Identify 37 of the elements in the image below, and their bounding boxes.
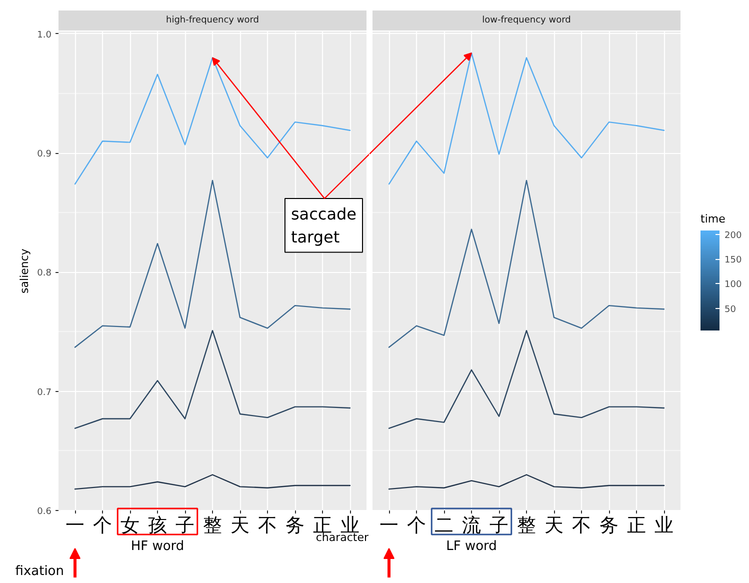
x-tick-label: 整 [203, 514, 222, 536]
y-tick-label: 0.6 [37, 507, 52, 517]
x-tick-label: 二 [434, 514, 454, 536]
x-tick-label: 子 [176, 514, 194, 536]
x-tick-label: 一 [66, 514, 84, 536]
chart-title: high-frequency word [166, 16, 260, 26]
x-tick-label: 个 [93, 514, 112, 536]
x-tick-label: 个 [407, 514, 426, 536]
x-tick-label: 天 [544, 514, 564, 536]
x-tick-label: 务 [286, 514, 304, 536]
x-tick-label: 务 [600, 514, 618, 536]
color-bar-label: 100 [724, 280, 742, 290]
x-tick-label: 正 [627, 514, 646, 536]
x-tick-label: 孩 [148, 514, 167, 536]
y-tick-label: 1.0 [37, 30, 52, 40]
text: LF word [446, 539, 497, 554]
color-bar-title: time [700, 212, 726, 226]
x-tick-label: 子 [490, 514, 508, 536]
text: fixation [15, 564, 64, 579]
chart-title: low-frequency word [482, 16, 571, 26]
annotation: saccade target [290, 204, 357, 246]
x-tick-label: 一 [380, 514, 398, 536]
text: HF word [130, 539, 184, 554]
color-bar-label: 200 [724, 230, 742, 241]
x-tick-label: 女 [120, 514, 140, 536]
x-tick-label: 天 [230, 514, 250, 536]
x-tick-label: 不 [572, 514, 591, 536]
x-tick-label: 业 [654, 514, 674, 536]
color-bar-label: 50 [724, 304, 736, 315]
x-tick-label: 流 [462, 514, 481, 536]
y-tick-label: 0.7 [37, 388, 52, 398]
color-bar-label: 150 [724, 256, 742, 266]
y-tick-label: 0.9 [37, 150, 52, 160]
x-tick-label: 整 [517, 514, 536, 536]
x-tick-label: 不 [258, 514, 277, 536]
y-tick-label: 0.8 [37, 268, 52, 279]
y-axis-title: saliency [18, 248, 32, 294]
